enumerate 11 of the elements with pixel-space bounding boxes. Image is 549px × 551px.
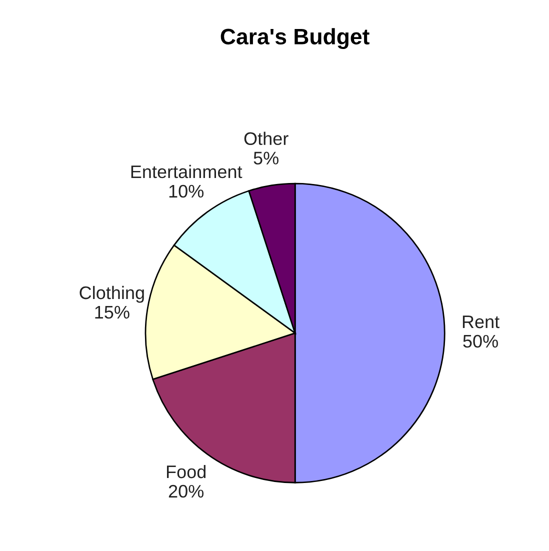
data-label: 15% — [95, 306, 130, 319]
data-label: 5% — [254, 152, 278, 164]
slice-label: Entertainment — [131, 164, 242, 178]
chart-title: Cara's Budget — [220, 28, 370, 49]
data-label: 10% — [169, 184, 204, 198]
data-label: 20% — [168, 484, 204, 498]
slice-label: Food — [166, 464, 206, 478]
data-label: 50% — [463, 334, 498, 348]
slice-label: Rent — [462, 316, 500, 328]
slice-label: Other — [244, 132, 288, 146]
slice-label: Clothing — [80, 286, 144, 303]
